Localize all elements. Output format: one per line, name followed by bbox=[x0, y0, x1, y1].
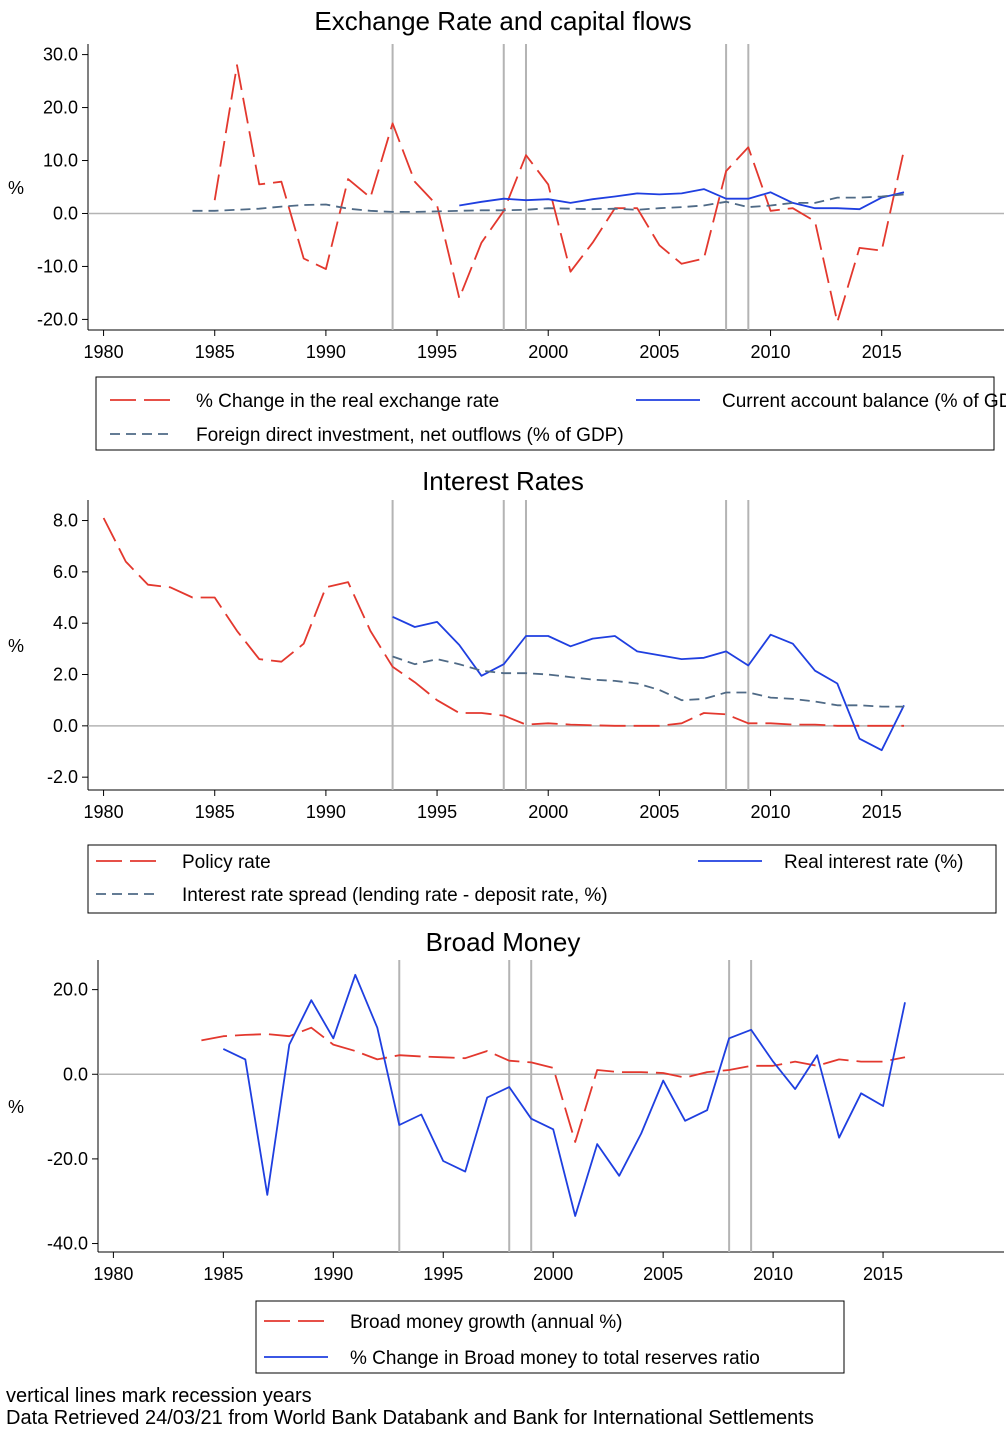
x-tick-label: 2000 bbox=[528, 342, 568, 362]
series-line-1 bbox=[102, 517, 904, 727]
broad-money-panel: Broad Money% 20.0 0.0 -20.0 -40.0 1980 1985 199… bbox=[0, 920, 1006, 1382]
legend-box bbox=[255, 1300, 845, 1374]
x-tick-label: 2000 bbox=[533, 1264, 573, 1284]
x-tick-label: 1995 bbox=[417, 342, 457, 362]
x-tick-label: 1980 bbox=[84, 802, 124, 822]
x-tick-label: 2010 bbox=[751, 802, 791, 822]
series-line-3 bbox=[392, 655, 904, 708]
x-tick-label: 1990 bbox=[306, 342, 346, 362]
x-tick-label: 2015 bbox=[862, 802, 902, 822]
x-tick-label: 1985 bbox=[203, 1264, 243, 1284]
footer-note-recession: vertical lines mark recession years bbox=[6, 1385, 312, 1407]
chart-title: Interest Rates bbox=[422, 466, 584, 496]
x-tick-label: 2010 bbox=[753, 1264, 793, 1284]
interest-rates-panel: Interest Rates% 8.0 6.0 4.0 2.0 0.0 -2.0 1980 19… bbox=[0, 460, 1006, 920]
legend-label: % Change in the real exchange rate bbox=[196, 391, 499, 412]
x-tick-label: 1985 bbox=[195, 802, 235, 822]
x-tick-label: 2005 bbox=[643, 1264, 683, 1284]
footer-notes: vertical lines mark recession years Data… bbox=[6, 1385, 814, 1429]
y-tick-label: -20.0 bbox=[37, 309, 78, 329]
y-tick-label: 20.0 bbox=[53, 980, 88, 1000]
interest-rates-chart: Interest Rates% 8.0 6.0 4.0 2.0 0.0 -2.0 1980 19… bbox=[8, 466, 1004, 914]
x-tick-label: 2010 bbox=[751, 342, 791, 362]
series-line-1 bbox=[201, 1026, 906, 1143]
y-tick-label: -2.0 bbox=[47, 767, 78, 787]
y-tick-label: 8.0 bbox=[53, 511, 78, 531]
series-line-1 bbox=[213, 64, 905, 324]
x-tick-label: 1990 bbox=[306, 802, 346, 822]
footer-note-source: Data Retrieved 24/03/21 from World Bank … bbox=[6, 1407, 814, 1429]
chart-title: Exchange Rate and capital flows bbox=[314, 6, 691, 36]
y-tick-label: 4.0 bbox=[53, 613, 78, 633]
series-line-2 bbox=[222, 973, 906, 1217]
x-tick-label: 1995 bbox=[423, 1264, 463, 1284]
y-tick-label: 10.0 bbox=[43, 151, 78, 171]
y-axis-label: % bbox=[8, 1097, 24, 1117]
x-tick-label: 2005 bbox=[639, 802, 679, 822]
legend-label: Policy rate bbox=[182, 852, 271, 873]
x-tick-label: 2015 bbox=[863, 1264, 903, 1284]
y-tick-label: 30.0 bbox=[43, 45, 78, 65]
legend-label: Current account balance (% of GDP) bbox=[722, 391, 1006, 412]
legend-label: % Change in Broad money to total reserve… bbox=[350, 1348, 760, 1369]
y-tick-label: -20.0 bbox=[47, 1149, 88, 1169]
x-tick-label: 2000 bbox=[528, 802, 568, 822]
x-tick-label: 1985 bbox=[195, 342, 235, 362]
legend-label: Interest rate spread (lending rate - dep… bbox=[182, 885, 608, 906]
y-tick-label: 2.0 bbox=[53, 665, 78, 685]
y-axis-label: % bbox=[8, 178, 24, 198]
series-line-2 bbox=[392, 615, 905, 752]
x-tick-label: 1980 bbox=[84, 342, 124, 362]
x-tick-label: 1990 bbox=[313, 1264, 353, 1284]
x-tick-label: 2005 bbox=[639, 342, 679, 362]
x-tick-label: 2015 bbox=[862, 342, 902, 362]
legend-box bbox=[87, 844, 997, 914]
series-line-2 bbox=[459, 188, 905, 211]
exchange-rate-panel: Exchange Rate and capital flows% 30.0 20.0… bbox=[0, 0, 1006, 460]
y-tick-label: 0.0 bbox=[63, 1064, 88, 1084]
exchange-rate-chart: Exchange Rate and capital flows% 30.0 20.0… bbox=[8, 6, 1006, 451]
x-tick-label: 1980 bbox=[93, 1264, 133, 1284]
y-tick-label: 0.0 bbox=[53, 203, 78, 223]
legend-label: Real interest rate (%) bbox=[784, 852, 964, 873]
chart-title: Broad Money bbox=[426, 927, 581, 957]
x-tick-label: 1995 bbox=[417, 802, 457, 822]
y-tick-label: 0.0 bbox=[53, 716, 78, 736]
legend-label: Broad money growth (annual %) bbox=[350, 1312, 622, 1333]
y-axis-label: % bbox=[8, 636, 24, 656]
series-line-3 bbox=[192, 193, 905, 213]
y-tick-label: 20.0 bbox=[43, 98, 78, 118]
y-tick-label: 6.0 bbox=[53, 562, 78, 582]
legend-label: Foreign direct investment, net outflows … bbox=[196, 425, 624, 446]
legend-box bbox=[95, 376, 995, 451]
y-tick-label: -40.0 bbox=[47, 1234, 88, 1254]
y-tick-label: -10.0 bbox=[37, 256, 78, 276]
